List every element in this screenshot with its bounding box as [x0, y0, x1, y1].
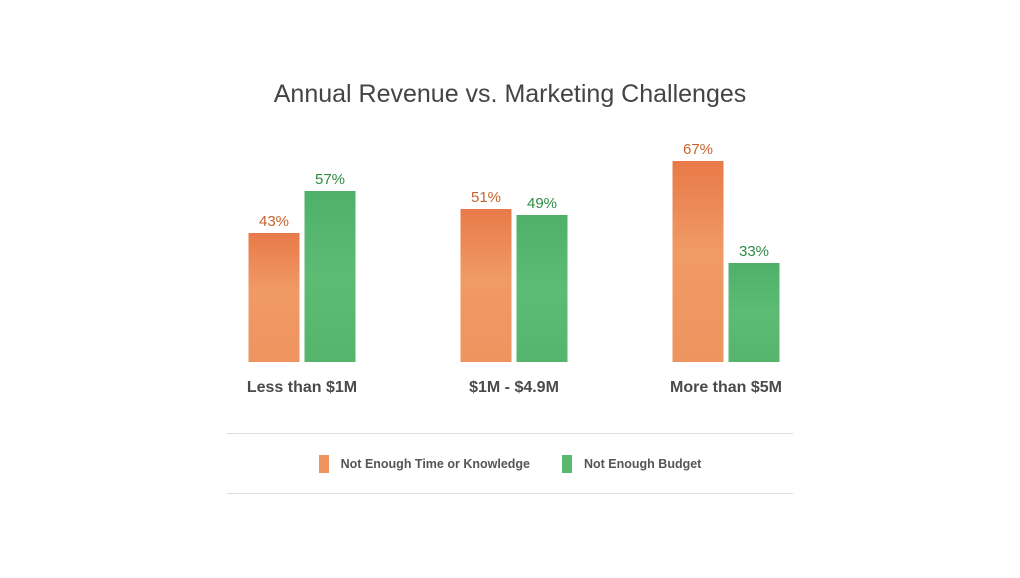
- legend-swatch-orange: [318, 455, 329, 473]
- bar-series1-cat1: [516, 215, 568, 362]
- legend-item-time-knowledge: Not Enough Time or Knowledge: [318, 455, 530, 473]
- chart-legend: Not Enough Time or Knowledge Not Enough …: [0, 454, 1020, 474]
- legend-item-budget: Not Enough Budget: [562, 455, 701, 473]
- bar-series0-cat1: [460, 209, 512, 362]
- legend-label-budget: Not Enough Budget: [584, 457, 702, 471]
- legend-bottom-divider: [227, 493, 793, 494]
- x-tick-label-2: More than $5M: [670, 379, 782, 396]
- data-label-series1-cat1: 49%: [527, 195, 557, 212]
- bar-series0-cat0: [248, 233, 300, 362]
- bar-series1-cat0: [304, 191, 356, 362]
- bar-series0-cat2: [672, 161, 724, 362]
- x-tick-label-1: $1M - $4.9M: [469, 379, 559, 396]
- x-tick-label-0: Less than $1M: [247, 379, 357, 396]
- data-label-series0-cat1: 51%: [471, 189, 501, 206]
- legend-top-divider: [227, 433, 793, 434]
- chart-title: Annual Revenue vs. Marketing Challenges: [273, 80, 747, 108]
- legend-swatch-green: [562, 455, 572, 473]
- legend-label-time-knowledge: Not Enough Time or Knowledge: [340, 457, 530, 471]
- bar-series1-cat2: [728, 263, 780, 362]
- data-label-series0-cat2: 67%: [683, 141, 713, 158]
- data-label-series1-cat2: 33%: [739, 243, 769, 260]
- data-label-series1-cat0: 57%: [315, 171, 345, 188]
- data-label-series0-cat0: 43%: [259, 213, 289, 230]
